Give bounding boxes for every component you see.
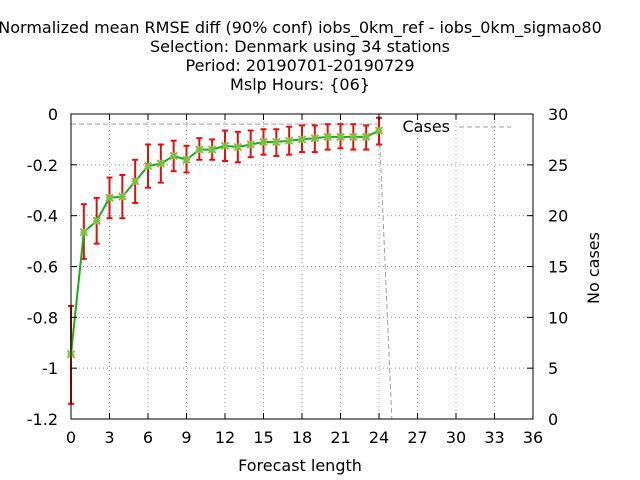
grid-lines bbox=[71, 114, 533, 419]
data-point-5 bbox=[130, 177, 140, 186]
y-axis-ticks: 0 -0.2 -0.4 -0.6 -0.8 -1 -1.2 bbox=[27, 105, 77, 429]
y2-tick-label-5: 5 bbox=[548, 359, 558, 378]
data-point-13 bbox=[233, 142, 243, 152]
x-tick-label-0: 0 bbox=[66, 428, 76, 447]
x-tick-label-36: 36 bbox=[523, 428, 543, 447]
data-point-24 bbox=[374, 126, 384, 135]
legend-label-cases: Cases bbox=[403, 117, 451, 136]
title-line-1: Normalized mean RMSE diff (90% conf) iob… bbox=[0, 18, 602, 38]
x-tick-label-12: 12 bbox=[215, 428, 235, 447]
y2-tick-label-15: 15 bbox=[548, 258, 568, 277]
data-point-12 bbox=[220, 141, 230, 150]
title-line-2: Selection: Denmark using 34 stations bbox=[150, 37, 450, 56]
data-point-6 bbox=[143, 161, 153, 171]
main-series bbox=[66, 126, 384, 359]
x-tick-label-33: 33 bbox=[484, 428, 504, 447]
data-point-4 bbox=[118, 192, 127, 201]
y2-tick-label-0: 0 bbox=[548, 410, 558, 429]
data-point-14 bbox=[246, 140, 255, 149]
data-point-1 bbox=[79, 227, 89, 237]
y-tick-label-4: -0.8 bbox=[27, 308, 58, 327]
y2-axis-label: No cases bbox=[584, 232, 603, 304]
y2-tick-label-25: 25 bbox=[548, 156, 568, 175]
x-tick-label-18: 18 bbox=[292, 428, 312, 447]
y-tick-label-5: -1 bbox=[42, 359, 58, 378]
data-point-2 bbox=[92, 216, 101, 225]
title-line-4: Mslp Hours: {06} bbox=[230, 75, 370, 94]
y2-tick-label-20: 20 bbox=[548, 207, 568, 226]
data-point-3 bbox=[105, 193, 114, 203]
chart-title: Normalized mean RMSE diff (90% conf) iob… bbox=[0, 18, 602, 94]
y2-axis-ticks: 0 5 10 15 20 25 30 bbox=[527, 105, 568, 429]
y-tick-label-1: -0.2 bbox=[27, 156, 58, 175]
data-point-23 bbox=[361, 132, 371, 142]
data-point-11 bbox=[207, 145, 217, 154]
data-point-15 bbox=[259, 137, 268, 147]
x-axis-ticks: 0 3 6 9 12 15 18 21 24 27 30 33 36 bbox=[66, 114, 543, 447]
data-point-8 bbox=[169, 151, 178, 161]
y2-tick-label-30: 30 bbox=[548, 105, 568, 124]
data-point-17 bbox=[284, 136, 294, 145]
data-point-10 bbox=[195, 145, 204, 154]
error-bars bbox=[68, 116, 382, 405]
data-point-16 bbox=[272, 137, 281, 147]
y-tick-label-0: 0 bbox=[48, 105, 58, 124]
data-point-7 bbox=[156, 159, 166, 168]
x-tick-label-15: 15 bbox=[253, 428, 273, 447]
data-point-22 bbox=[349, 132, 358, 142]
x-tick-label-21: 21 bbox=[330, 428, 350, 447]
y-tick-label-2: -0.4 bbox=[27, 207, 58, 226]
data-point-21 bbox=[336, 132, 345, 142]
x-tick-label-27: 27 bbox=[407, 428, 427, 447]
data-point-19 bbox=[310, 133, 320, 143]
y2-tick-label-10: 10 bbox=[548, 308, 568, 327]
data-point-20 bbox=[323, 132, 332, 142]
x-tick-label-6: 6 bbox=[143, 428, 153, 447]
y-tick-label-3: -0.6 bbox=[27, 258, 58, 277]
data-point-18 bbox=[297, 135, 307, 144]
data-point-9 bbox=[182, 155, 191, 164]
x-tick-label-24: 24 bbox=[369, 428, 389, 447]
x-tick-label-30: 30 bbox=[446, 428, 466, 447]
legend: Cases bbox=[403, 117, 511, 136]
x-tick-label-3: 3 bbox=[104, 428, 114, 447]
x-axis-label: Forecast length bbox=[238, 456, 362, 475]
title-line-3: Period: 20190701-20190729 bbox=[185, 56, 414, 75]
x-tick-label-9: 9 bbox=[181, 428, 191, 447]
y-tick-label-6: -1.2 bbox=[27, 410, 58, 429]
